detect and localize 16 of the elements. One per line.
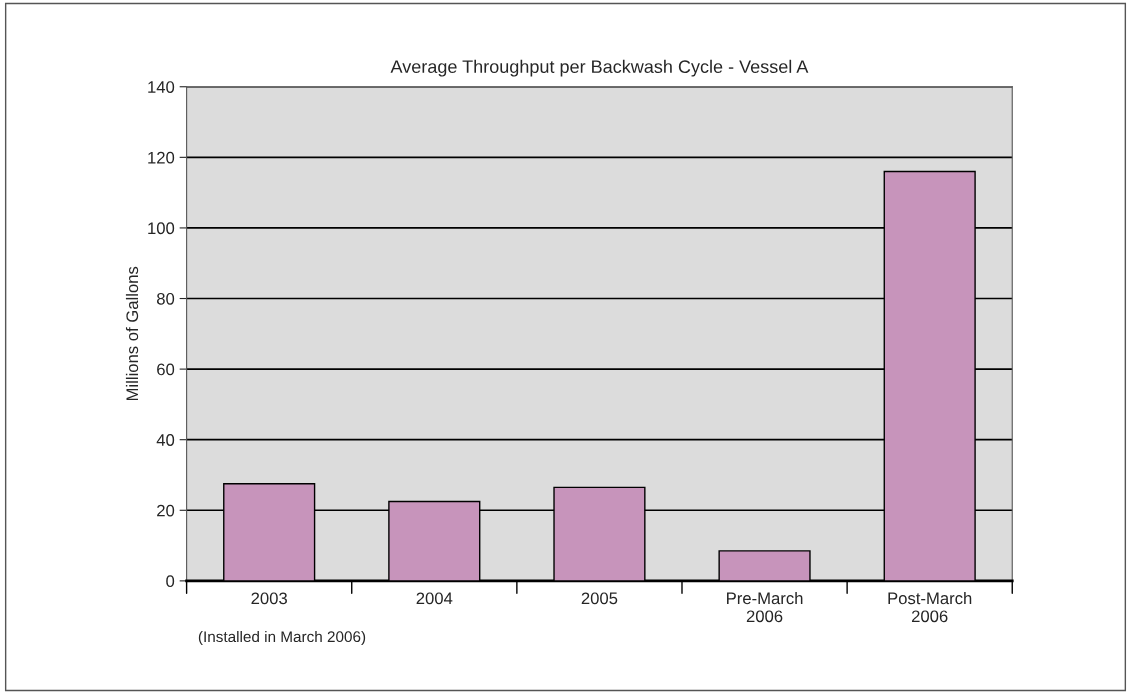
y-tick-label: 120 [148, 151, 175, 164]
x-tick-label: 2005 [581, 592, 618, 605]
x-tick-label: Pre-March 2006 [727, 591, 803, 623]
y-tick-label: 140 [148, 81, 175, 93]
y-tick-label: 60 [157, 363, 175, 376]
chart-title: Average Throughput per Backwash Cycle - Vessel A [390, 59, 809, 77]
y-tick-label: 80 [157, 292, 175, 305]
text: (Installed in March 2006) [198, 630, 366, 646]
y-axis-title: Millions of Gallons [125, 266, 139, 401]
y-tick-label: 100 [148, 222, 175, 235]
y-tick-label: 0 [166, 575, 175, 588]
y-tick-label: 20 [157, 504, 175, 517]
x-tick-label: 2004 [416, 592, 453, 605]
x-tick-label: Post-March 2006 [888, 591, 972, 623]
y-tick-label: 40 [156, 434, 175, 446]
x-tick-label: 2003 [251, 592, 287, 605]
